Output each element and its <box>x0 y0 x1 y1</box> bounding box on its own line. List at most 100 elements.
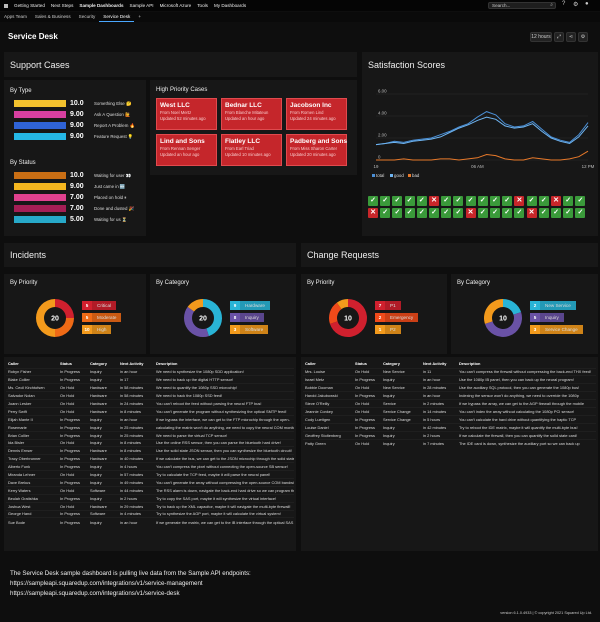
change-priority-slice[interactable] <box>329 302 342 324</box>
table-row[interactable]: George Hand In Progress Software in 4 minut… <box>6 509 294 518</box>
table-row[interactable]: Patty Green On Hold Inquiry in 7 minutes The… <box>303 438 596 447</box>
gear-icon[interactable]: ⚙ <box>573 2 579 8</box>
table-row[interactable]: Geoffrey Stoltenberg In Progress Inquiry in… <box>303 430 596 440</box>
table-row[interactable]: Dennis Ernser In Progress Hardware in 8 min… <box>6 446 294 455</box>
change-category-slice[interactable] <box>503 299 522 315</box>
high-priority-card[interactable]: Bednar LLC From Blanche Mitateun Updated a… <box>221 98 282 130</box>
column-header[interactable]: Next Activity <box>423 361 447 367</box>
change-category-legend-count: 3 <box>530 325 540 334</box>
change-category-slice[interactable] <box>484 312 522 337</box>
table-cell: Hardware <box>88 399 118 408</box>
incident-category-legend-item[interactable]: 3 Software <box>230 325 269 334</box>
table-row[interactable]: Steve O'Reilly On Hold Service in 2 minutes… <box>303 399 596 408</box>
tab-apps-team[interactable]: Apps Team <box>4 14 27 19</box>
high-priority-card[interactable]: Lind and Sons From Rennan Senger Updated a… <box>156 134 217 166</box>
table-row[interactable]: Joshua West On Hold Hardware in 29 minutes T… <box>6 501 294 511</box>
column-header[interactable]: Category <box>90 361 107 367</box>
nav-item-tools[interactable]: Tools <box>197 3 208 8</box>
table-row[interactable]: Louise Daniel In Progress Inquiry in 42 min… <box>303 422 596 432</box>
change-priority-legend-item[interactable]: 2 Emergency <box>375 313 419 322</box>
table-row[interactable]: Dave Brekus In Progress Inquiry in 49 minut… <box>6 477 294 487</box>
change-priority-legend-item[interactable]: 7 P1 <box>375 301 401 310</box>
tab-sales-business[interactable]: Sales & Business <box>34 14 71 19</box>
table-row[interactable]: Blake Collier In Progress Inquiry in 17 We n… <box>6 375 294 384</box>
nav-item-my-dashboards[interactable]: My Dashboards <box>213 3 247 8</box>
nav-item-microsoft-azure[interactable]: Microsoft Azure <box>159 3 192 8</box>
change-category-legend-item[interactable]: 3 Service Change <box>530 325 583 334</box>
search-input[interactable]: Search... ⌕ <box>488 2 556 9</box>
table-cell: Ida Bisler <box>6 438 58 447</box>
column-header[interactable]: Status <box>355 361 367 367</box>
incident-priority-legend-item[interactable]: 10 High <box>82 325 112 334</box>
table-row[interactable]: Perry Swift On Hold Hardware in 8 minutes Yo… <box>6 406 294 416</box>
table-row[interactable]: Miranda Lehner On Hold Inquiry in 57 minute… <box>6 470 294 479</box>
table-row[interactable]: Rosemarie In Progress Inquiry in 25 minutes… <box>6 422 294 432</box>
table-row[interactable]: Mrs. Louise On Hold New Service in 11 You ca… <box>303 367 596 376</box>
incident-priority-legend-item[interactable]: 5 Critical <box>82 301 117 310</box>
change-category-legend-item[interactable]: 2 New Service <box>530 301 576 310</box>
status-bar <box>14 183 66 190</box>
nav-item-sample-api[interactable]: Sample API <box>129 3 154 8</box>
table-row[interactable]: Tracy Oberbrunner In Progress Hardware in 4… <box>6 454 294 463</box>
incident-category-legend-item[interactable]: 8 Inquiry <box>230 313 264 322</box>
incident-category-slice[interactable] <box>203 299 222 337</box>
column-header[interactable]: Description <box>156 361 178 367</box>
change-category-slice[interactable] <box>484 299 503 324</box>
tab-security[interactable]: Security <box>78 14 96 19</box>
column-header[interactable]: Description <box>459 361 481 367</box>
incident-category-slice[interactable] <box>187 299 203 312</box>
change-priority-slice[interactable] <box>329 299 367 337</box>
table-row[interactable]: Brian Collier In Progress Inquiry in 25 min… <box>6 430 294 440</box>
table-row[interactable]: Harold Jakubowski In Progress Inquiry in an… <box>303 391 596 400</box>
table-row[interactable]: Salvador Nolan On Hold Hardware in 58 minut… <box>6 391 294 400</box>
column-header[interactable]: Caller <box>305 361 316 367</box>
table-row[interactable]: Kerry Waters On Hold Software in 44 minutes… <box>6 485 294 495</box>
tab-service-desk[interactable]: Service Desk <box>99 12 135 22</box>
app-logo-icon[interactable] <box>4 3 8 8</box>
table-row[interactable]: Ida Bisler On Hold Inquiry in 8 minutes Use … <box>6 438 294 447</box>
nav-item-getting-started[interactable]: Getting Started <box>14 3 45 8</box>
column-header[interactable]: Category <box>383 361 400 367</box>
column-header[interactable]: Status <box>60 361 72 367</box>
table-row[interactable]: Alberto Funk In Progress Inquiry in 4 hours… <box>6 462 294 471</box>
high-priority-card[interactable]: Flatley LLC From Earl Triad Updated 10 min… <box>221 134 282 166</box>
check-icon: ✓ <box>441 196 452 206</box>
nav-item-sample-dashboards[interactable]: Sample Dashboards <box>79 3 124 8</box>
high-priority-card[interactable]: West LLC From Noel Mertz Updated 52 minute… <box>156 98 217 130</box>
high-priority-card[interactable]: Jacobson Inc From Romen Lind Updated 24 mi… <box>286 98 347 130</box>
table-row[interactable]: Ms. Cecil Kirchtofsen On Hold Hardware in 5… <box>6 383 294 392</box>
table-cell: You can't compress the firewall without … <box>457 367 596 376</box>
column-header[interactable]: Next Activity <box>120 361 144 367</box>
add-tab-button[interactable]: + <box>138 14 142 19</box>
footer-link-service-management[interactable]: https://sampleapi.squaredup.com/integrat… <box>10 580 203 587</box>
table-row[interactable]: Bobbie Dooman On Hold New Service in 28 min… <box>303 383 596 392</box>
user-icon[interactable]: ● <box>585 1 589 7</box>
settings-icon[interactable]: ⚙ <box>578 32 588 42</box>
incident-category-legend-item[interactable]: 9 Hardware <box>230 301 270 310</box>
nav-item-next-steps[interactable]: Next Steps <box>50 3 74 8</box>
help-icon[interactable]: ? <box>562 1 566 7</box>
incident-priority-slice[interactable] <box>55 318 74 337</box>
table-row[interactable]: Sue Bode In Progress Inquiry in an hour If w… <box>6 517 294 526</box>
table-row[interactable]: Elijah Mante II In Progress Inquiry in an h… <box>6 414 294 424</box>
high-priority-card[interactable]: Padberg and Sons From Miss Sharon Carter U… <box>286 134 347 166</box>
share-icon[interactable]: ⋖ <box>566 32 576 42</box>
change-category-legend-count: 5 <box>530 313 540 322</box>
table-row[interactable]: Joann Lesker On Hold Hardware in 24 minutes… <box>6 399 294 408</box>
table-row[interactable]: Beulah Gratishka In Progress Inquiry in 2 h… <box>6 493 294 503</box>
change-category-legend-item[interactable]: 5 Inquiry <box>530 313 564 322</box>
change-priority-legend-item[interactable]: 1 P2 <box>375 325 401 334</box>
footer-link-service-desk[interactable]: https://sampleapi.squaredup.com/integrat… <box>10 590 180 597</box>
maximize-icon[interactable]: ⤢ <box>554 32 564 42</box>
incident-priority-slice[interactable] <box>36 299 55 337</box>
table-row[interactable]: Robyn Fisher In Progress Inquiry in an hour… <box>6 367 294 376</box>
table-row[interactable]: Israel Metz In Progress Inquiry in an hour U… <box>303 375 596 384</box>
change-priority-slice[interactable] <box>336 299 348 310</box>
table-row[interactable]: Jeannie Conkey On Hold Service Change in 14… <box>303 406 596 416</box>
incident-priority-slice[interactable] <box>55 299 74 318</box>
column-header[interactable]: Caller <box>8 361 19 367</box>
timeframe-button[interactable]: 12 hours <box>530 32 552 42</box>
incident-priority-legend-item[interactable]: 5 Moderate <box>82 313 122 322</box>
incident-category-slice[interactable] <box>184 306 209 337</box>
table-row[interactable]: Cody Luettgen In Progress Service Change in… <box>303 414 596 424</box>
